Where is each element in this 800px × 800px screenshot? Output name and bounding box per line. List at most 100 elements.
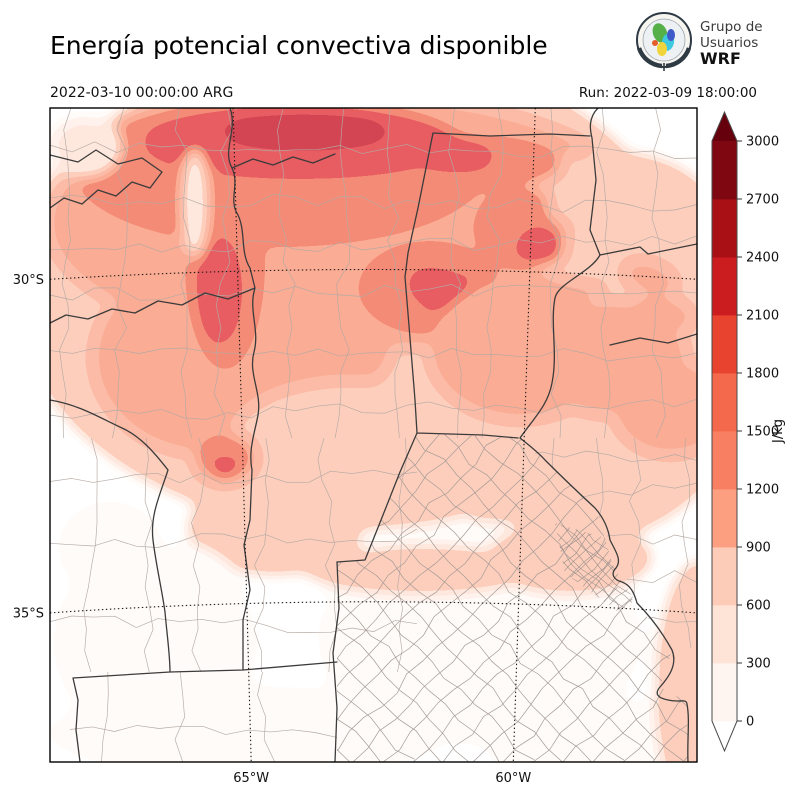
department-line <box>174 672 185 762</box>
department-line <box>386 108 403 438</box>
valid-time-label: 2022-03-10 00:00:00 ARG <box>50 85 233 101</box>
graticule <box>50 108 697 762</box>
department-line <box>682 433 688 762</box>
department-line <box>337 433 535 761</box>
department-line <box>101 672 109 762</box>
department-line <box>555 523 583 613</box>
colorbar-tick-label: 1200 <box>746 483 779 498</box>
department-line <box>569 523 635 613</box>
cape-blob <box>181 148 209 258</box>
department-line <box>70 725 337 738</box>
colorbar-tick-label: 1500 <box>746 425 779 440</box>
department-line <box>50 235 697 253</box>
department-line <box>592 433 688 762</box>
cape-blob <box>653 558 697 762</box>
department-line <box>50 347 697 362</box>
department-line <box>337 433 531 762</box>
department-line <box>337 433 593 762</box>
cape-blob <box>430 278 610 418</box>
cape-blob <box>480 688 697 762</box>
map-canvas <box>49 107 698 763</box>
department-line <box>591 523 635 613</box>
department-line <box>50 528 417 548</box>
colorbar-segment <box>712 141 737 200</box>
department-line <box>352 433 684 762</box>
cape-blob <box>201 242 235 338</box>
colorbar-segment <box>712 547 737 606</box>
run-time-label: Run: 2022-03-09 18:00:00 <box>579 85 757 101</box>
province-boundaries <box>50 108 697 762</box>
colorbar-segment <box>712 373 737 432</box>
cape-blob <box>185 478 365 578</box>
colorbar-tick-label: 1800 <box>746 367 779 382</box>
colorbar-tick-label: 2100 <box>746 309 779 324</box>
gridline-30s <box>50 268 697 280</box>
department-line <box>253 438 270 672</box>
colorbar-tick-label: 2400 <box>746 251 779 266</box>
colorbar-segment <box>712 199 737 258</box>
page-title: Energía potencial convectiva disponible <box>50 31 548 60</box>
colorbar-segment <box>712 315 737 374</box>
cape-blob <box>392 134 488 166</box>
colorbar-tick-label: 600 <box>746 599 771 614</box>
department-line <box>334 108 351 438</box>
y-tick-label-1: 35°S <box>13 606 44 621</box>
logo-text-line2: Usuarios <box>700 35 758 51</box>
cape-blob <box>230 378 470 498</box>
cape-blob <box>215 462 235 478</box>
department-line <box>613 523 635 613</box>
department-line <box>50 469 417 485</box>
department-line <box>50 193 697 213</box>
department-line <box>555 523 635 611</box>
cape-filled-contours <box>50 108 697 762</box>
department-line <box>651 108 666 438</box>
department-line <box>337 433 474 762</box>
cape-blob <box>545 173 635 233</box>
department-line <box>337 433 563 762</box>
department-line <box>83 438 98 672</box>
department-line <box>555 523 595 613</box>
colorbar-tick-label: 2700 <box>746 193 779 208</box>
gridline-60w <box>512 108 536 762</box>
department-line <box>59 108 72 438</box>
province-boundary-west <box>50 108 340 762</box>
department-line <box>555 523 630 611</box>
department-line <box>682 433 688 762</box>
logo-globe-icon <box>636 12 692 71</box>
logo-text-wrf: WRF <box>700 49 741 68</box>
colorbar-segment <box>712 663 737 722</box>
department-line <box>337 433 415 760</box>
gridline-65w <box>232 108 252 762</box>
department-line <box>257 672 275 762</box>
department-line <box>382 433 688 762</box>
department-line <box>337 433 564 762</box>
department-line <box>622 433 688 762</box>
department-line <box>591 524 635 613</box>
axis-tick-labels: 30°S 35°S 65°W 60°W <box>13 273 532 786</box>
colorbar-under-arrow <box>712 721 737 751</box>
department-line <box>50 615 417 633</box>
colorbar-tick-label: 0 <box>746 715 754 730</box>
department-line <box>50 284 697 301</box>
colorbar-segment <box>712 605 737 664</box>
department-line <box>337 433 501 762</box>
department-line <box>532 433 688 762</box>
cape-blob <box>522 233 562 263</box>
department-line <box>174 108 193 438</box>
department-line <box>555 523 573 613</box>
colorbar-unit-label: J/kg <box>771 419 786 444</box>
department-line <box>555 523 615 613</box>
river-and-coastline <box>519 254 690 762</box>
colorbar: 0 300 600 900 1200 1500 1800 2100 2400 2700 3000 <box>711 110 779 753</box>
department-line <box>481 108 504 438</box>
colorbar-tick-label: 300 <box>746 657 771 672</box>
gridline-35s <box>50 601 697 614</box>
department-line <box>562 433 688 762</box>
department-line <box>191 438 206 672</box>
department-line <box>143 438 154 672</box>
logo-text-line1: Grupo de <box>700 19 763 35</box>
cape-blob <box>197 436 253 480</box>
department-line <box>213 108 233 438</box>
